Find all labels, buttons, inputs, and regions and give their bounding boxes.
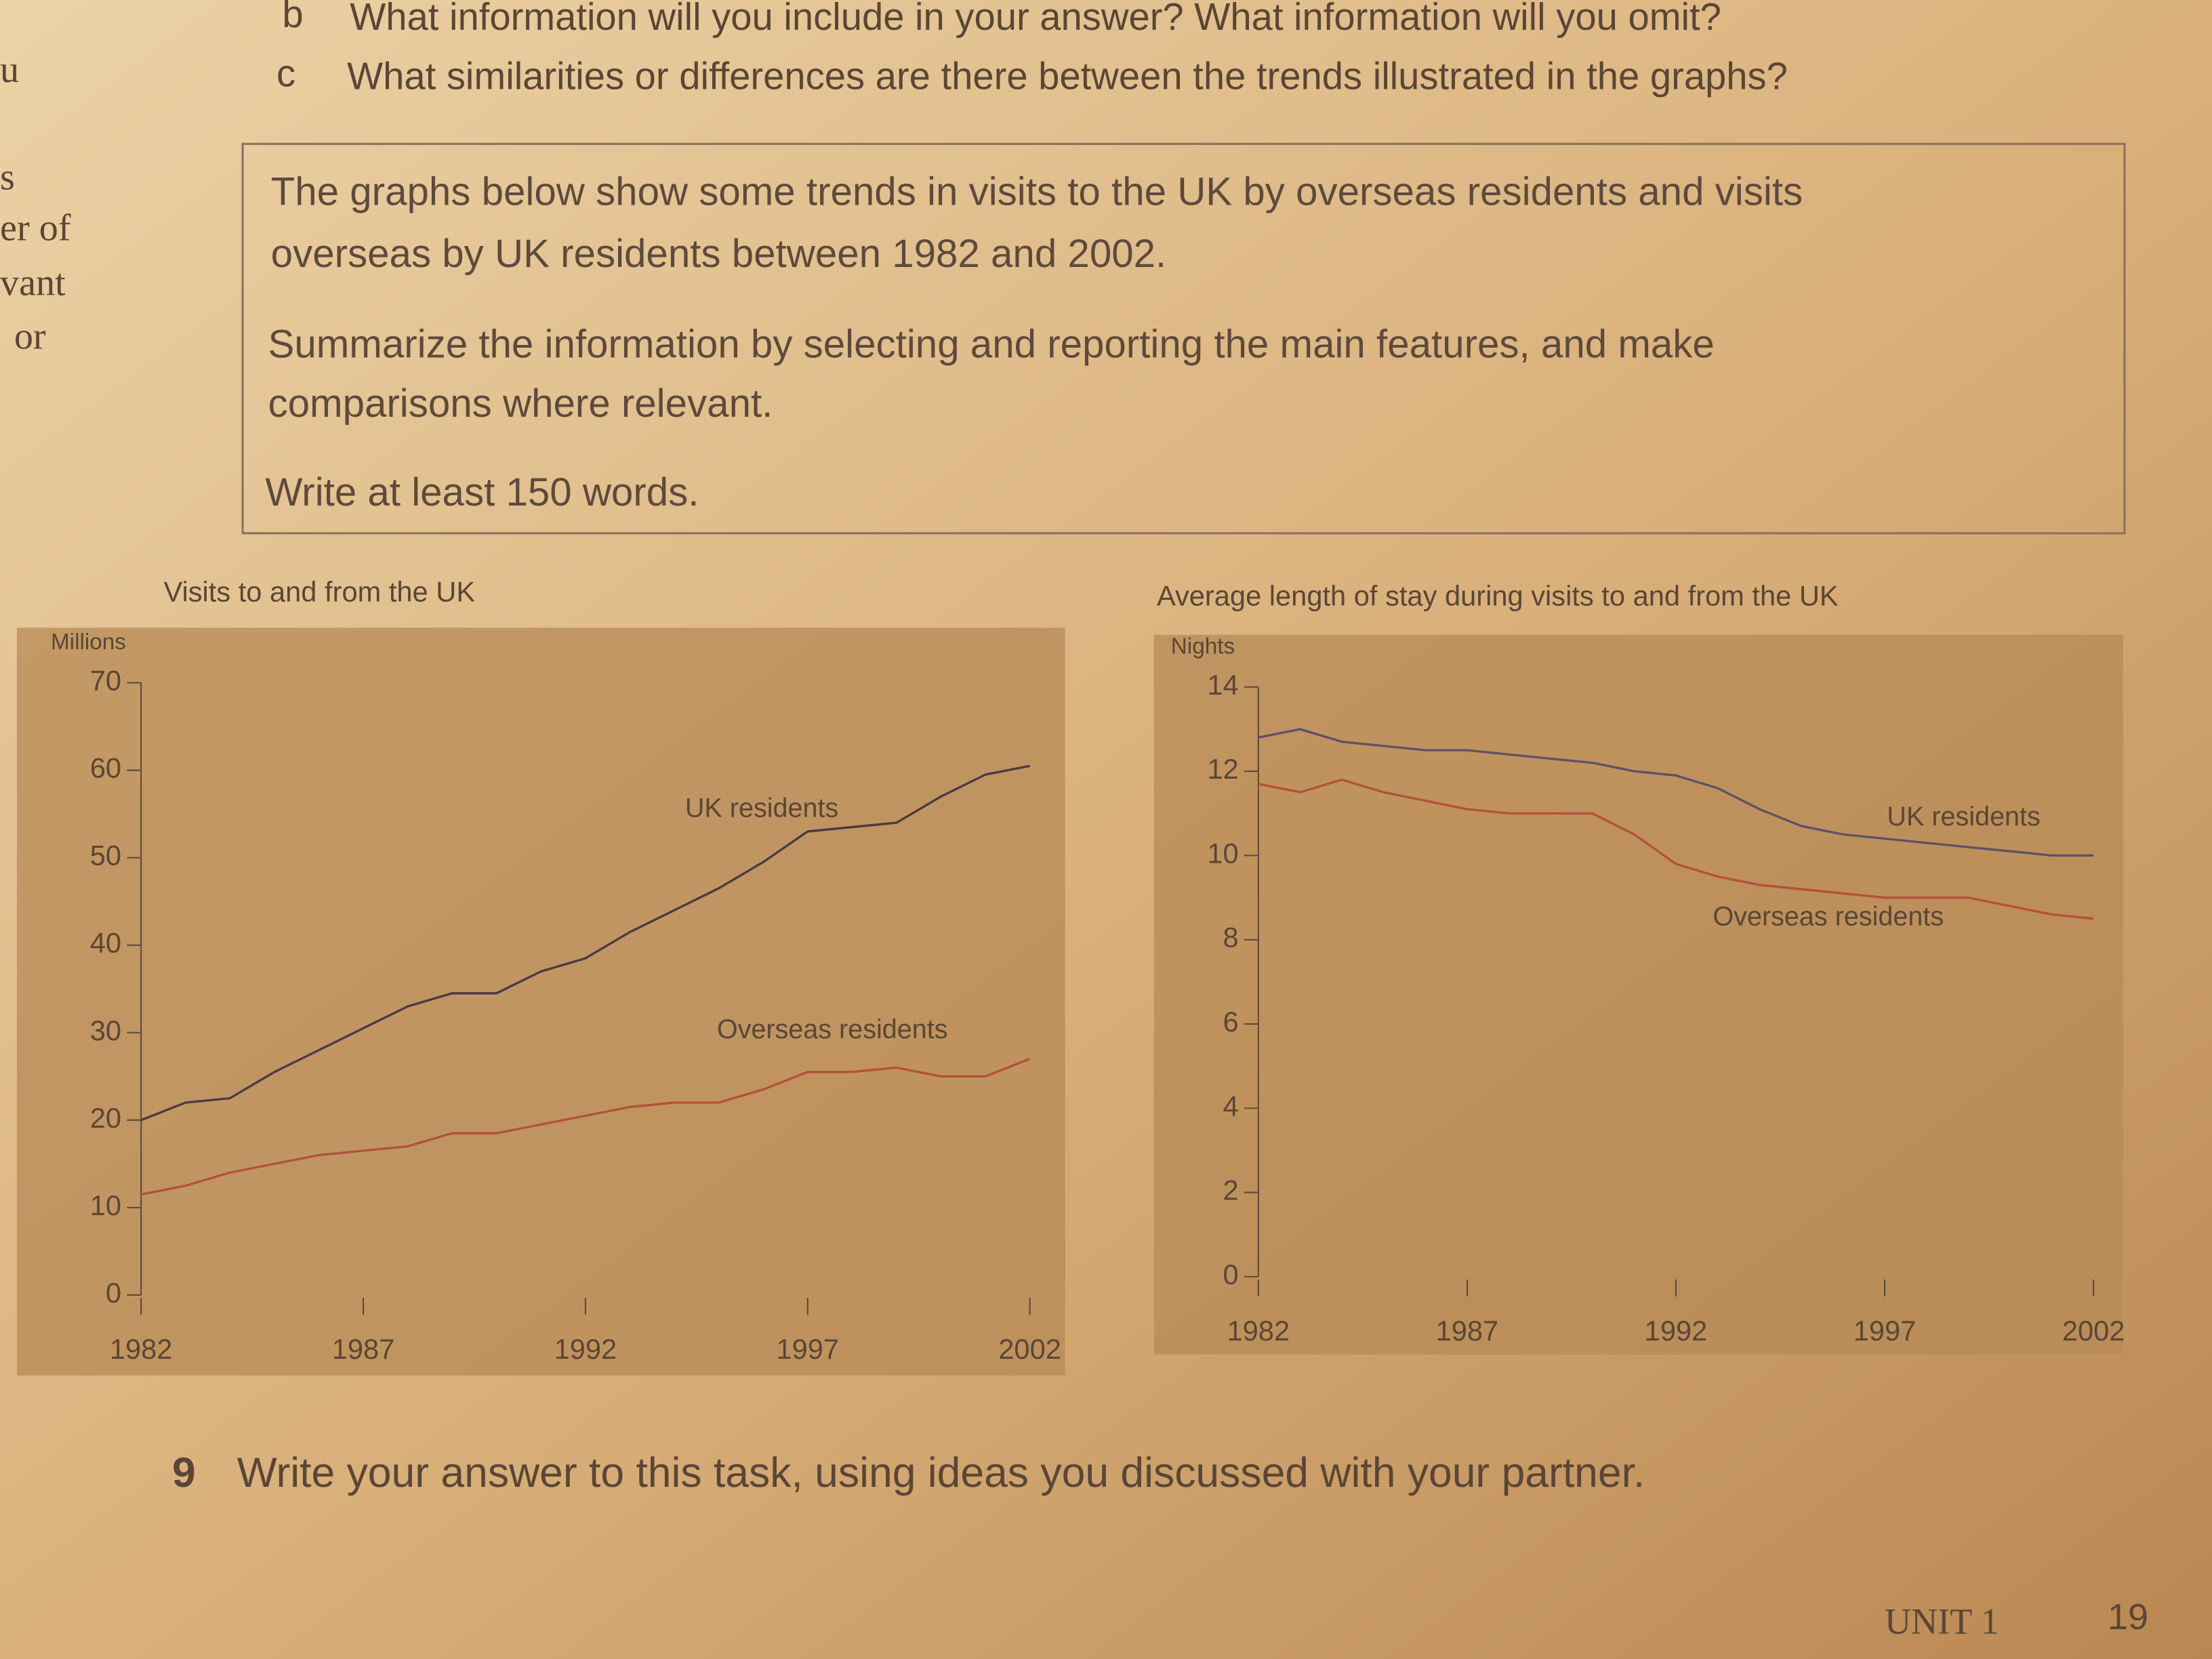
- task-text: The graphs below show some trends in vis…: [271, 170, 1803, 214]
- chart: Average length of stay during visits to …: [1153, 580, 2125, 1355]
- chart: Visits to and from the UK Millions 0 10 20 30…: [16, 575, 1065, 1376]
- y-tick-label: 8: [1223, 922, 1239, 954]
- margin-text: u: [0, 49, 19, 91]
- task-text: comparisons where relevant.: [268, 382, 773, 426]
- x-tick-label: 1982: [1227, 1315, 1290, 1347]
- y-tick-label: 4: [1223, 1090, 1239, 1122]
- task-text: overseas by UK residents between 1982 an…: [271, 232, 1167, 276]
- y-tick-label: 2: [1223, 1174, 1239, 1206]
- chart-title: Average length of stay during visits to …: [1157, 580, 1839, 612]
- series-label: Overseas residents: [1713, 902, 1944, 932]
- series-label: UK residents: [1887, 802, 2040, 832]
- y-tick-label: 10: [90, 1189, 121, 1221]
- question-letter: c: [276, 52, 295, 94]
- question: What information will you include in you…: [350, 0, 1721, 38]
- y-tick-label: 14: [1207, 669, 1238, 701]
- chart-panel: [16, 628, 1065, 1376]
- x-tick-label: 1987: [332, 1333, 395, 1365]
- y-tick-label: 30: [90, 1015, 121, 1046]
- data-line: [1258, 778, 2094, 920]
- axis-label: Millions: [51, 630, 126, 655]
- charts: Visits to and from the UKMillions0102030…: [16, 575, 2125, 1376]
- series-label: UK residents: [685, 793, 838, 823]
- margin-text: s: [0, 156, 15, 198]
- y-tick-label: 70: [90, 665, 121, 697]
- page-number: 19: [2108, 1597, 2148, 1637]
- y-tick-label: 50: [90, 840, 121, 872]
- exercise-text: Write your answer to this task, using id…: [237, 1449, 1645, 1496]
- margin: u s er of vant or: [0, 49, 71, 357]
- data-line: [1258, 728, 2094, 857]
- data-line: [140, 764, 1030, 1122]
- data-line: [140, 1057, 1031, 1196]
- y-tick-label: 0: [1223, 1258, 1239, 1290]
- exercise-number: 9: [172, 1449, 196, 1496]
- margin-text: er of: [0, 207, 71, 249]
- margin-text: or: [14, 316, 46, 358]
- unit-label: UNIT 1: [1885, 1601, 1999, 1641]
- y-tick-label: 10: [1207, 837, 1238, 869]
- x-tick-label: 1992: [1645, 1315, 1708, 1347]
- chart-title: Visits to and from the UK: [163, 575, 475, 607]
- question: What similarities or differences are the…: [347, 54, 1788, 97]
- y-tick-label: 40: [90, 927, 121, 959]
- x-tick-label: 1997: [776, 1333, 839, 1365]
- chart-panel: [1153, 634, 2123, 1355]
- margin-text: vant: [0, 262, 66, 304]
- y-tick-label: 6: [1223, 1006, 1239, 1038]
- x-tick-label: 2002: [2062, 1315, 2125, 1347]
- y-tick-label: 60: [90, 752, 121, 784]
- x-tick-label: 2002: [998, 1333, 1061, 1365]
- task-box: [241, 142, 2126, 535]
- x-tick-label: 1982: [110, 1333, 173, 1365]
- x-tick-label: 1987: [1436, 1315, 1499, 1347]
- task-text: Summarize the information by selecting a…: [268, 322, 1715, 366]
- task-text: Write at least 150 words.: [265, 470, 699, 514]
- axis-label: Nights: [1171, 634, 1235, 659]
- y-tick-label: 0: [106, 1277, 121, 1309]
- x-tick-label: 1997: [1853, 1315, 1917, 1347]
- y-tick-label: 12: [1207, 753, 1238, 785]
- x-tick-label: 1992: [554, 1333, 617, 1365]
- series-label: Overseas residents: [717, 1015, 948, 1044]
- question-letter: b: [282, 0, 303, 35]
- y-tick-label: 20: [90, 1102, 121, 1134]
